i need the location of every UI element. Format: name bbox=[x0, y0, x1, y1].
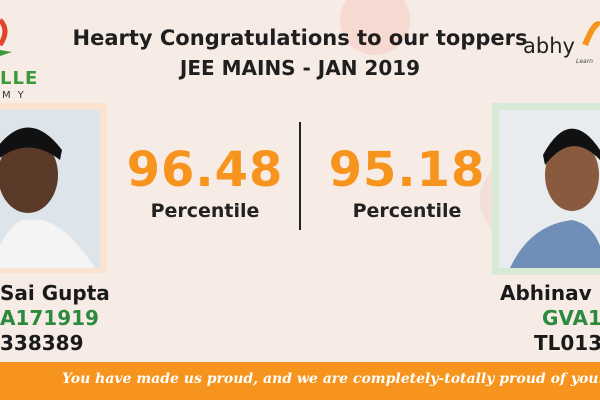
shirt bbox=[510, 220, 600, 268]
shirt bbox=[0, 219, 95, 268]
logo-text: LLE bbox=[0, 68, 39, 89]
logo-shape bbox=[0, 50, 12, 56]
logo-text: abhy bbox=[523, 34, 575, 58]
roll-number: TL0134 bbox=[534, 331, 600, 355]
footer-text: You have made us proud, and we are compl… bbox=[62, 371, 600, 387]
face bbox=[0, 137, 58, 213]
score-label: Percentile bbox=[352, 200, 462, 222]
face bbox=[545, 139, 599, 211]
student-id: A171919 bbox=[0, 306, 99, 330]
score: 96.48 bbox=[126, 142, 284, 198]
footer-bar bbox=[0, 362, 600, 400]
subtitle: JEE MAINS - JAN 2019 bbox=[179, 56, 421, 80]
score-label: Percentile bbox=[150, 200, 260, 222]
decor-circle bbox=[340, 0, 410, 55]
roll-number: 338389 bbox=[0, 331, 84, 355]
logo-shape bbox=[582, 21, 600, 47]
logo-subtext: Learn bbox=[576, 58, 593, 65]
student-id: GVA17 bbox=[542, 306, 600, 330]
title: Hearty Congratulations to our toppers bbox=[72, 26, 528, 50]
score: 95.18 bbox=[328, 142, 486, 198]
logo-shape bbox=[0, 18, 8, 47]
student-name: Abhinav K bbox=[500, 281, 600, 305]
hair bbox=[543, 128, 600, 165]
hair bbox=[0, 127, 62, 160]
student-name: Sai Gupta bbox=[0, 281, 110, 305]
logo-subtext: MY bbox=[2, 90, 31, 101]
